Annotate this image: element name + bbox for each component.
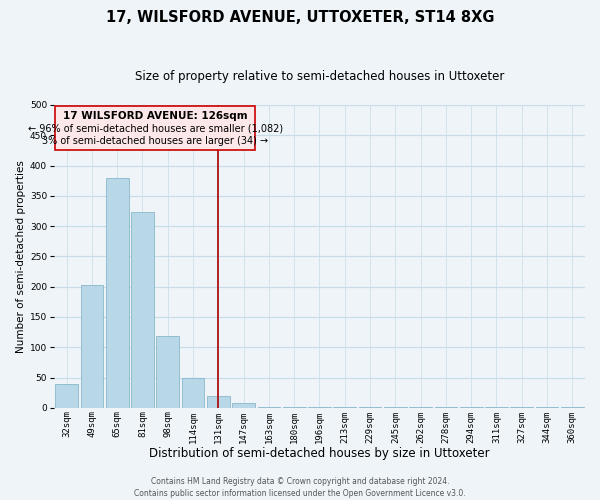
- Bar: [207, 396, 230, 408]
- Bar: [561, 407, 584, 408]
- Bar: [55, 384, 78, 408]
- Bar: [157, 336, 179, 408]
- Bar: [409, 407, 432, 408]
- Bar: [80, 286, 103, 408]
- Title: Size of property relative to semi-detached houses in Uttoxeter: Size of property relative to semi-detach…: [135, 70, 504, 83]
- Bar: [384, 407, 407, 408]
- Bar: [106, 178, 128, 408]
- Text: 17 WILSFORD AVENUE: 126sqm: 17 WILSFORD AVENUE: 126sqm: [63, 111, 247, 121]
- Bar: [308, 407, 331, 408]
- Bar: [232, 403, 255, 408]
- Bar: [182, 378, 205, 408]
- Bar: [460, 407, 482, 408]
- Y-axis label: Number of semi-detached properties: Number of semi-detached properties: [16, 160, 26, 353]
- Bar: [434, 407, 457, 408]
- Bar: [257, 406, 280, 408]
- Bar: [334, 407, 356, 408]
- Bar: [485, 407, 508, 408]
- Text: Contains HM Land Registry data © Crown copyright and database right 2024.
Contai: Contains HM Land Registry data © Crown c…: [134, 476, 466, 498]
- Bar: [511, 407, 533, 408]
- Text: 3% of semi-detached houses are larger (34) →: 3% of semi-detached houses are larger (3…: [42, 136, 268, 145]
- Bar: [536, 407, 559, 408]
- FancyBboxPatch shape: [55, 106, 255, 150]
- Bar: [131, 212, 154, 408]
- Text: 17, WILSFORD AVENUE, UTTOXETER, ST14 8XG: 17, WILSFORD AVENUE, UTTOXETER, ST14 8XG: [106, 10, 494, 25]
- Text: ← 96% of semi-detached houses are smaller (1,082): ← 96% of semi-detached houses are smalle…: [28, 124, 283, 134]
- Bar: [359, 407, 382, 408]
- X-axis label: Distribution of semi-detached houses by size in Uttoxeter: Distribution of semi-detached houses by …: [149, 447, 490, 460]
- Bar: [283, 407, 305, 408]
